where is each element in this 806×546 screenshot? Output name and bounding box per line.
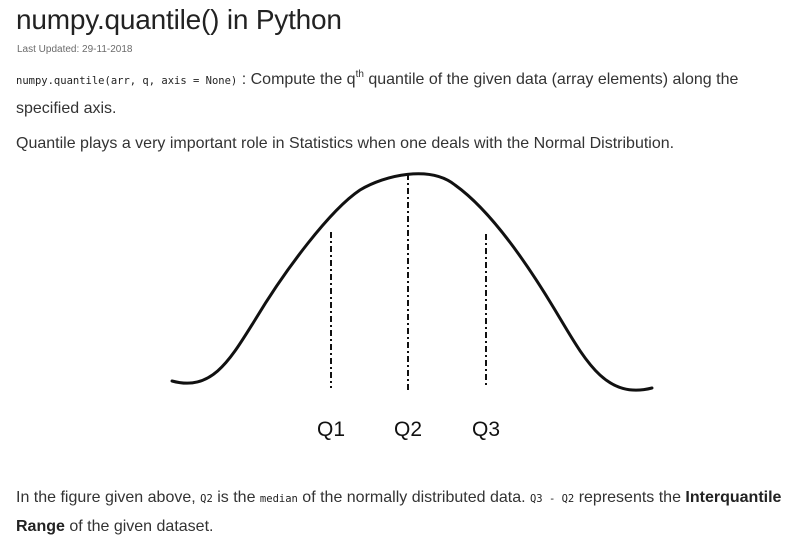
q3-label: Q3 [472,418,500,441]
explanation-text-2: is the [212,489,260,506]
q1-label: Q1 [317,418,345,441]
last-updated-date: Last Updated: 29-11-2018 [17,44,133,55]
page-title: numpy.quantile() in Python [16,4,342,35]
normal-distribution-figure: Q1 Q2 Q3 [170,172,654,441]
definition-text-start: Compute the q [250,71,356,88]
q2-label: Q2 [394,418,422,441]
explanation-paragraph: In the figure given above, Q2 is the med… [16,484,791,540]
explanation-text-4: represents the [574,489,686,506]
definition-paragraph: numpy.quantile(arr, q, axis = None) : Co… [16,66,786,122]
explanation-text-1: In the figure given above, [16,489,201,506]
explanation-text-3: of the normally distributed data. [297,489,530,506]
bell-curve [170,172,654,392]
signature-separator: : [237,71,251,88]
intro-paragraph: Quantile plays a very important role in … [16,135,675,152]
q3-minus-q2-code: Q3 - Q2 [529,493,575,505]
superscript-th: th [355,69,364,80]
median-code: median [259,493,298,505]
function-signature-code: numpy.quantile(arr, q, axis = None) [16,75,238,87]
interquantile-range-term: Interquantile Range [16,489,782,535]
explanation-text-5: of the given dataset. [64,518,214,535]
q2-code: Q2 [200,493,213,505]
definition-text-end: quantile of the given data (array elemen… [16,71,739,117]
